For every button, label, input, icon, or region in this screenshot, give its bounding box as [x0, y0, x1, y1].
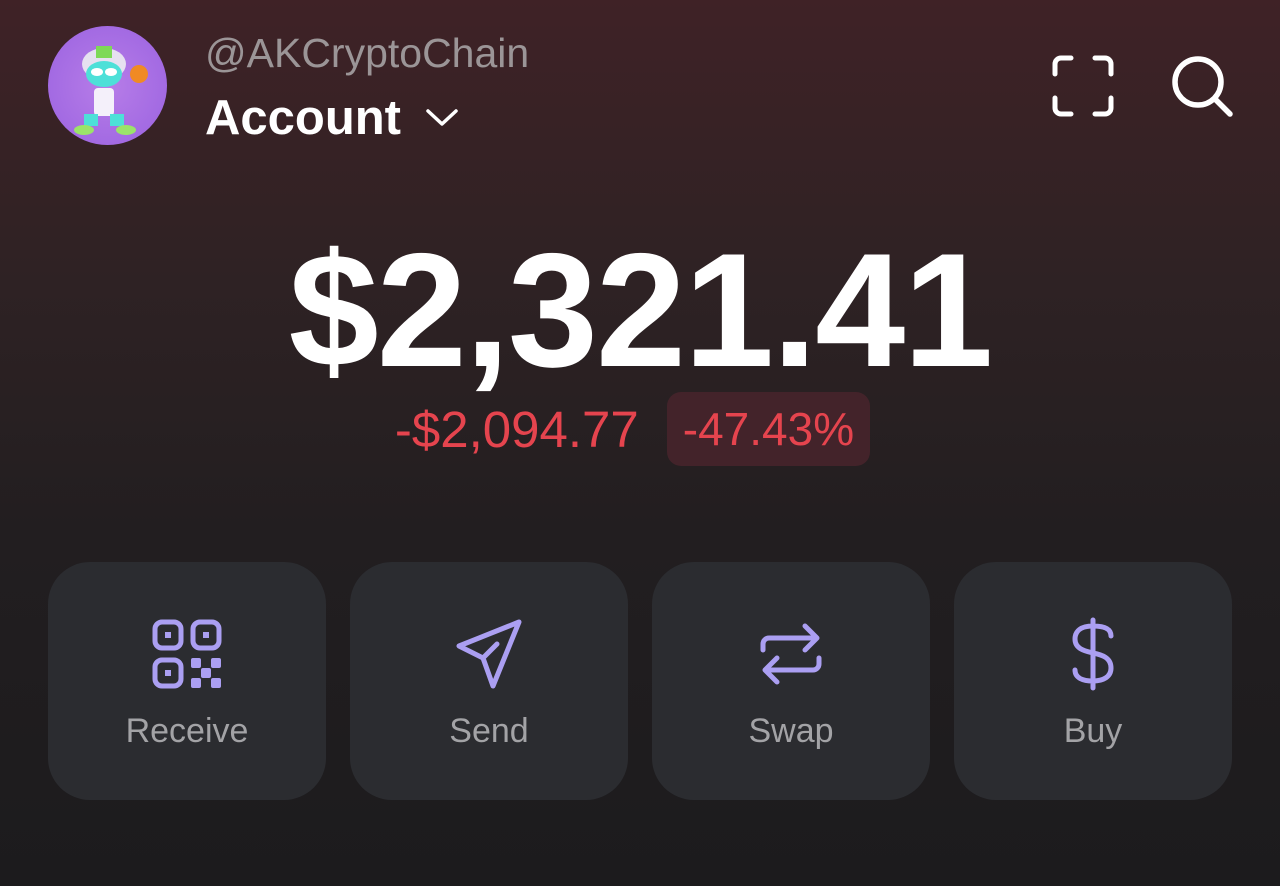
- buy-button[interactable]: Buy: [954, 562, 1232, 800]
- swap-icon: [760, 623, 822, 685]
- swap-button[interactable]: Swap: [652, 562, 930, 800]
- scan-button[interactable]: [1051, 54, 1115, 118]
- scan-icon: [1052, 55, 1114, 117]
- change-amount: -$2,094.77: [394, 400, 639, 458]
- send-button[interactable]: Send: [350, 562, 628, 800]
- total-balance: $2,321.41: [288, 220, 994, 401]
- swap-label: Swap: [748, 712, 834, 750]
- qr-code-icon: [152, 619, 222, 689]
- account-label: Account: [205, 91, 401, 145]
- receive-button[interactable]: Receive: [48, 562, 326, 800]
- avatar[interactable]: [48, 26, 167, 145]
- chevron-down-icon: [426, 109, 458, 126]
- change-percent-badge: -47.43%: [666, 392, 871, 466]
- send-icon: [456, 619, 522, 689]
- action-buttons: Receive Send Swap Buy: [48, 562, 1232, 800]
- dollar-icon: [1072, 617, 1114, 691]
- balance-change: -$2,094.77 -47.43%: [0, 392, 1280, 466]
- buy-label: Buy: [1063, 712, 1123, 750]
- account-selector[interactable]: Account: [205, 90, 459, 146]
- receive-label: Receive: [125, 712, 249, 750]
- username: @AKCryptoChain: [205, 30, 530, 76]
- send-label: Send: [449, 712, 529, 750]
- avatar-image: [74, 46, 148, 135]
- search-button[interactable]: [1170, 54, 1234, 118]
- search-icon: [1172, 56, 1233, 117]
